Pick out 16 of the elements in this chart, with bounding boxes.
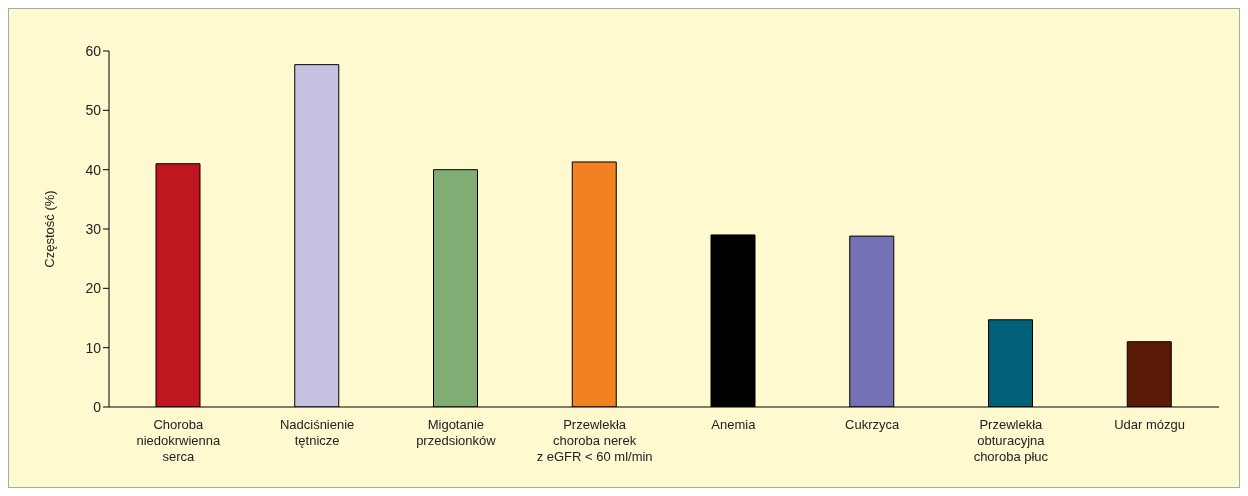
x-tick-label: Przewlekła obturacyjna choroba płuc (973, 417, 1049, 464)
y-tick-label: 40 (85, 161, 102, 178)
x-tick-label: Choroba niedokrwienna serca (136, 417, 222, 464)
x-tick-label: Migotanie przedsionków (416, 417, 497, 448)
y-axis-title: Częstość (%) (41, 190, 57, 268)
x-tick-label: Anemia (711, 417, 757, 432)
y-tick-label: 50 (85, 102, 102, 119)
x-tick-label: Cukrzyca (845, 417, 900, 432)
y-tick-label: 0 (93, 398, 102, 415)
y-tick-label: 20 (85, 280, 102, 297)
x-tick-label: Nadciśnienie tętnicze (279, 417, 355, 448)
x-tick-label: Przewlekła choroba nerek z eGFR < 60 ml/min (536, 417, 653, 464)
x-tick-label: Udar mózgu (1114, 417, 1186, 432)
y-tick-label: 60 (85, 42, 102, 59)
y-tick-label: 10 (85, 339, 102, 356)
y-tick-label: 30 (85, 220, 102, 237)
